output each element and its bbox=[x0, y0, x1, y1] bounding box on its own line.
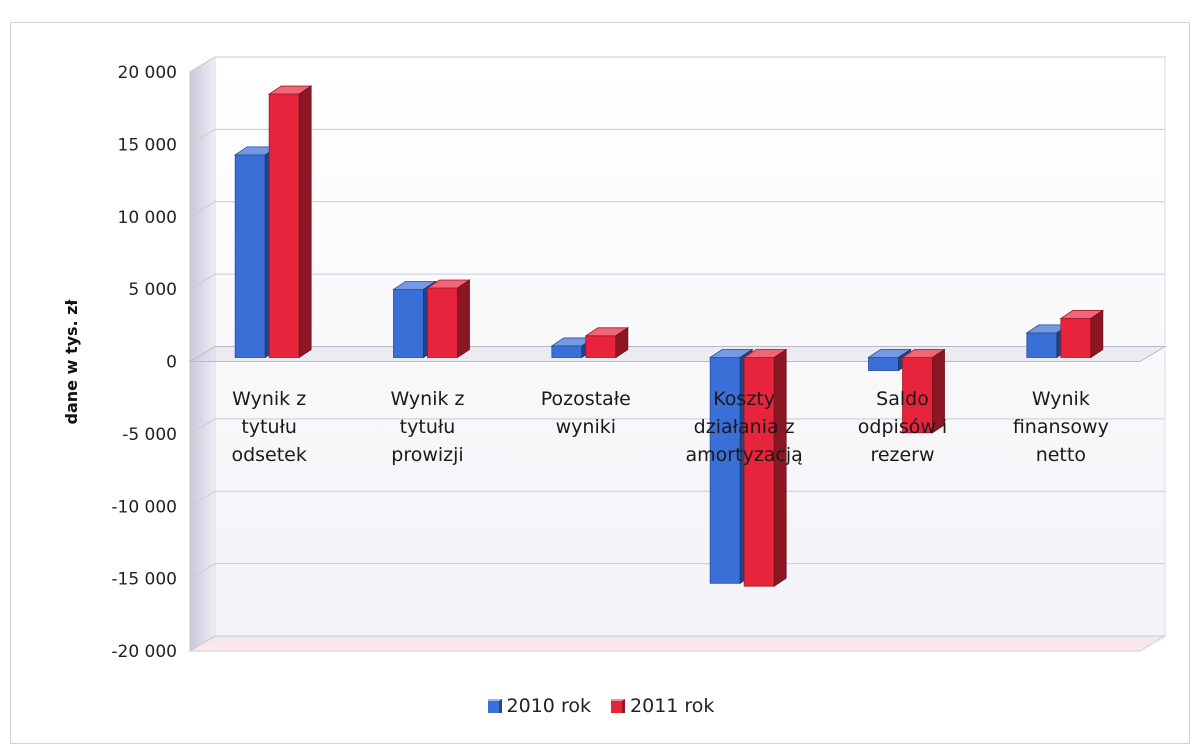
y-tick-label: 20 000 bbox=[118, 63, 177, 83]
legend-item-2011: 2011 rok bbox=[611, 695, 714, 717]
legend: 2010 rok 2011 rok bbox=[0, 695, 1202, 718]
legend-item-2010: 2010 rok bbox=[487, 695, 591, 717]
gridline bbox=[189, 563, 1165, 580]
bar-front bbox=[551, 345, 583, 358]
zero-plane bbox=[188, 346, 1167, 362]
category-label: Koszty działania z amortyzacją bbox=[686, 388, 803, 466]
bar-2011-rok-0 bbox=[267, 85, 313, 359]
category-label: Wynik z tytułu prowizji bbox=[390, 388, 464, 466]
bar-side bbox=[1090, 309, 1104, 359]
legend-label-2011: 2011 rok bbox=[630, 695, 715, 717]
bar-front bbox=[268, 93, 300, 358]
bar-front bbox=[393, 289, 424, 358]
bar-side bbox=[932, 348, 945, 434]
category-label: Wynik z tytułu odsetek bbox=[231, 388, 306, 466]
y-tick-label: 15 000 bbox=[118, 135, 177, 155]
bar-front bbox=[234, 154, 266, 358]
bar-front bbox=[585, 335, 617, 358]
y-tick-label: 0 bbox=[166, 353, 177, 373]
category-label: Saldo odpisów i rezerw bbox=[858, 388, 947, 466]
bar-side bbox=[773, 348, 787, 587]
y-axis-label: dane w tys. zł bbox=[62, 298, 81, 424]
category-label: Wynik finansowy netto bbox=[1013, 388, 1109, 466]
gridline bbox=[189, 128, 1165, 145]
gridline bbox=[189, 490, 1165, 507]
bar-2011-rok-1 bbox=[426, 279, 471, 359]
bar-2011-rok-2 bbox=[584, 327, 630, 359]
gridline bbox=[189, 201, 1165, 218]
y-tick-label: 5 000 bbox=[128, 280, 177, 300]
bar-2011-rok-5 bbox=[1059, 309, 1105, 359]
bar-side bbox=[298, 85, 312, 359]
y-tick-label: -5 000 bbox=[122, 425, 177, 445]
y-tick-label: -15 000 bbox=[111, 570, 177, 590]
category-label: Pozostałe wyniki bbox=[541, 388, 631, 438]
bar-side bbox=[457, 279, 470, 359]
legend-swatch-2010 bbox=[487, 699, 502, 713]
legend-swatch-2011 bbox=[611, 699, 626, 713]
gridline bbox=[189, 635, 1165, 652]
bar-front bbox=[1060, 318, 1092, 358]
bar-front bbox=[868, 357, 899, 371]
y-tick-label: 10 000 bbox=[118, 208, 177, 228]
floor bbox=[188, 635, 1167, 652]
gridline bbox=[189, 273, 1165, 290]
y-tick-label: -20 000 bbox=[111, 642, 177, 662]
gridline bbox=[189, 56, 1165, 73]
legend-label-2010: 2010 rok bbox=[506, 695, 591, 717]
bar-front bbox=[902, 357, 933, 434]
bar-2011-rok-3 bbox=[742, 348, 788, 587]
gridline bbox=[189, 418, 1165, 435]
bar-front bbox=[1026, 332, 1058, 358]
bar-front bbox=[427, 287, 458, 358]
y-tick-label: -10 000 bbox=[111, 497, 177, 517]
bar-side bbox=[615, 327, 629, 359]
bar-2011-rok-4 bbox=[901, 348, 946, 434]
